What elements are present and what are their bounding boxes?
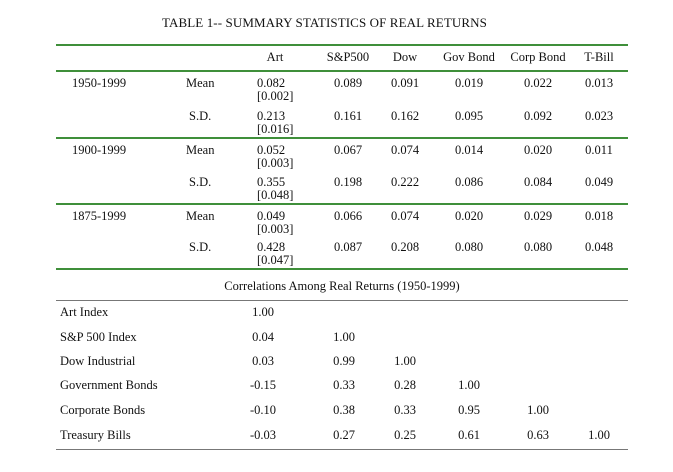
col-header-sp500: S&P500 bbox=[326, 50, 370, 64]
col-header-art: Art bbox=[266, 50, 284, 64]
table-cell: 0.011 bbox=[585, 143, 613, 157]
corr-row-label: Treasury Bills bbox=[60, 428, 131, 442]
corr-cell: 1.00 bbox=[527, 403, 549, 417]
corr-cell: 0.33 bbox=[394, 403, 416, 417]
stat-label: S.D. bbox=[189, 109, 212, 123]
table-cell: 0.029 bbox=[523, 209, 553, 223]
bottom-rule bbox=[56, 449, 628, 450]
corr-cell: 0.38 bbox=[333, 403, 355, 417]
table-cell: 0.428 bbox=[257, 240, 286, 254]
table-cell: 0.087 bbox=[333, 240, 363, 254]
stat-label: Mean bbox=[186, 143, 215, 157]
table-cell: 0.018 bbox=[584, 209, 614, 223]
table-title: TABLE 1-- SUMMARY STATISTICS OF REAL RET… bbox=[162, 15, 487, 30]
table-cell: 0.048 bbox=[584, 240, 614, 254]
corr-row-label: S&P 500 Index bbox=[60, 330, 137, 344]
top-rule bbox=[56, 44, 628, 46]
table-cell: 0.095 bbox=[454, 109, 484, 123]
corr-cell: 1.00 bbox=[333, 330, 355, 344]
corr-cell: 0.27 bbox=[333, 428, 355, 442]
table-cell: 0.052 bbox=[257, 143, 286, 157]
period-label: 1875-1999 bbox=[72, 209, 127, 223]
standard-error-cell: [0.003] bbox=[257, 222, 294, 236]
table-cell: 0.049 bbox=[584, 175, 614, 189]
header-rule bbox=[56, 70, 628, 72]
table-cell: 0.091 bbox=[390, 76, 420, 90]
table-cell: 0.208 bbox=[390, 240, 420, 254]
table-cell: 0.355 bbox=[257, 175, 286, 189]
stat-label: S.D. bbox=[189, 240, 212, 254]
table-cell: 0.013 bbox=[584, 76, 614, 90]
table-cell: 0.020 bbox=[523, 143, 553, 157]
corr-cell: -0.10 bbox=[249, 403, 277, 417]
section-rule bbox=[56, 137, 628, 139]
corr-cell: 0.25 bbox=[394, 428, 416, 442]
table-cell: 0.067 bbox=[333, 143, 363, 157]
table-cell: 0.082 bbox=[257, 76, 286, 90]
corr-row-label: Corporate Bonds bbox=[60, 403, 146, 417]
table-cell: 0.049 bbox=[257, 209, 286, 223]
table-cell: 0.019 bbox=[454, 76, 484, 90]
table-cell: 0.074 bbox=[390, 143, 420, 157]
corr-cell: 0.33 bbox=[333, 378, 355, 392]
table-cell: 0.086 bbox=[454, 175, 484, 189]
standard-error-cell: [0.016] bbox=[257, 122, 294, 136]
corr-cell: 0.04 bbox=[252, 330, 274, 344]
section-rule bbox=[56, 268, 628, 270]
table-cell: 0.080 bbox=[454, 240, 484, 254]
standard-error-cell: [0.048] bbox=[257, 188, 294, 202]
table-cell: 0.162 bbox=[390, 109, 420, 123]
table-cell: 0.222 bbox=[390, 175, 420, 189]
table-cell: 0.023 bbox=[584, 109, 614, 123]
standard-error-cell: [0.047] bbox=[257, 253, 294, 267]
period-label: 1900-1999 bbox=[72, 143, 127, 157]
table-cell: 0.092 bbox=[523, 109, 553, 123]
col-header-t-bill: T-Bill bbox=[584, 50, 614, 64]
corr-cell: 1.00 bbox=[588, 428, 610, 442]
table-cell: 0.020 bbox=[454, 209, 484, 223]
corr-row-label: Dow Industrial bbox=[60, 354, 136, 368]
table-cell: 0.198 bbox=[333, 175, 363, 189]
table-cell: 0.084 bbox=[523, 175, 553, 189]
table-cell: 0.022 bbox=[523, 76, 553, 90]
correlations-title: Correlations Among Real Returns (1950-19… bbox=[224, 279, 460, 293]
standard-error-cell: [0.002] bbox=[257, 89, 294, 103]
col-header-dow: Dow bbox=[392, 50, 418, 64]
corr-cell: 0.61 bbox=[458, 428, 480, 442]
stat-label: S.D. bbox=[189, 175, 212, 189]
correlations-rule bbox=[56, 300, 628, 301]
corr-cell: 1.00 bbox=[394, 354, 416, 368]
corr-cell: 0.99 bbox=[333, 354, 355, 368]
col-header-corp-bond: Corp Bond bbox=[510, 50, 566, 64]
table-cell: 0.066 bbox=[333, 209, 363, 223]
table-cell: 0.014 bbox=[454, 143, 484, 157]
standard-error-cell: [0.003] bbox=[257, 156, 294, 170]
table-cell: 0.074 bbox=[390, 209, 420, 223]
period-label: 1950-1999 bbox=[72, 76, 127, 90]
stat-label: Mean bbox=[186, 209, 215, 223]
corr-cell: -0.03 bbox=[249, 428, 277, 442]
corr-cell: 1.00 bbox=[252, 305, 274, 319]
col-header-gov-bond: Gov Bond bbox=[443, 50, 495, 64]
corr-cell: 0.63 bbox=[527, 428, 549, 442]
table-cell: 0.161 bbox=[333, 109, 363, 123]
corr-cell: 0.95 bbox=[458, 403, 480, 417]
corr-cell: 0.03 bbox=[252, 354, 274, 368]
table-cell: 0.080 bbox=[523, 240, 553, 254]
corr-row-label: Government Bonds bbox=[60, 378, 158, 392]
table-cell: 0.213 bbox=[257, 109, 286, 123]
corr-row-label: Art Index bbox=[60, 305, 109, 319]
corr-cell: 0.28 bbox=[394, 378, 416, 392]
section-rule bbox=[56, 203, 628, 205]
stat-label: Mean bbox=[186, 76, 215, 90]
corr-cell: -0.15 bbox=[249, 378, 277, 392]
corr-cell: 1.00 bbox=[458, 378, 480, 392]
table-cell: 0.089 bbox=[333, 76, 363, 90]
